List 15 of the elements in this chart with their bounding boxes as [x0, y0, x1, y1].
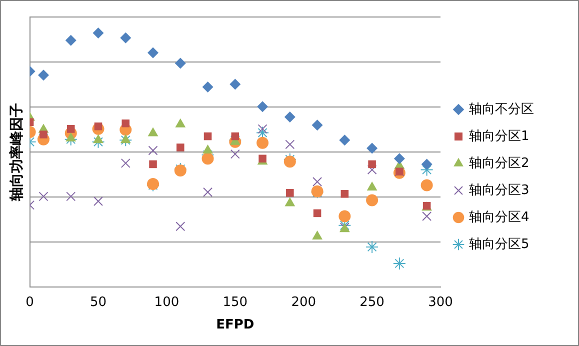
legend-label: 轴向分区5	[469, 236, 530, 252]
legend-label: 轴向分区4	[469, 210, 530, 225]
x-axis-title: EFPD	[216, 318, 254, 333]
x-tick-label: 0	[26, 294, 34, 310]
x-tick-label: 150	[222, 294, 248, 310]
x-tick-label: 300	[428, 294, 453, 310]
x-tick-label: 250	[360, 294, 384, 310]
y-axis-title: 轴向功率峰因子	[8, 102, 26, 202]
x-tick-label: 100	[154, 294, 180, 310]
legend-label: 轴向分区3	[469, 182, 530, 198]
legend-label: 轴向不分区	[469, 102, 534, 117]
x-tick-label: 200	[291, 294, 316, 310]
legend-label: 轴向分区1	[469, 128, 530, 144]
legend-label: 轴向分区2	[469, 156, 530, 171]
x-tick-label: 50	[90, 294, 107, 310]
